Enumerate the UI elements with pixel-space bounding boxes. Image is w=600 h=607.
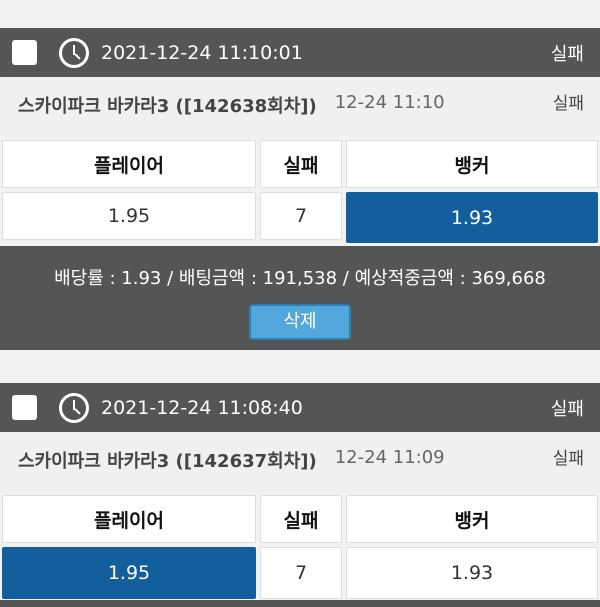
- delete-button[interactable]: 삭제: [249, 304, 351, 340]
- header-tie: 실패: [260, 140, 342, 188]
- odds-row: 1.95 7 1.93: [0, 192, 600, 243]
- bet-datetime: 2021-12-24 11:10:01: [101, 41, 303, 64]
- odds-tie[interactable]: 7: [260, 192, 342, 240]
- odds-header-row: 플레이어 실패 뱅커: [0, 495, 600, 543]
- bottom-bar: [0, 600, 600, 607]
- select-checkbox[interactable]: [12, 40, 37, 65]
- bet-summary: 배당률 : 1.93 / 배팅금액 : 191,538 / 예상적중금액 : 3…: [0, 246, 600, 350]
- bet-card: 2021-12-24 11:10:01 실패 스카이파크 바카라3 ([1426…: [0, 28, 600, 350]
- header-banker: 뱅커: [346, 495, 598, 543]
- header-banker: 뱅커: [346, 140, 598, 188]
- odds-header-row: 플레이어 실패 뱅커: [0, 140, 600, 188]
- bet-datetime: 2021-12-24 11:08:40: [101, 396, 303, 419]
- odds-player-selected[interactable]: 1.95: [2, 547, 256, 599]
- bet-status: 실패: [550, 43, 584, 65]
- game-name: 스카이파크 바카라3 ([142637회차]): [18, 451, 317, 472]
- game-time: 12-24 11:09: [334, 447, 445, 468]
- header-player: 플레이어: [2, 140, 256, 188]
- clock-icon: [59, 392, 89, 423]
- odds-banker[interactable]: 1.93: [346, 547, 598, 599]
- game-time: 12-24 11:10: [334, 92, 445, 113]
- odds-banker-selected[interactable]: 1.93: [346, 192, 598, 243]
- header-tie: 실패: [260, 495, 342, 543]
- bet-header: 2021-12-24 11:08:40 실패: [0, 383, 600, 432]
- odds-row: 1.95 7 1.93: [0, 547, 600, 599]
- summary-text: 배당률 : 1.93 / 배팅금액 : 191,538 / 예상적중금액 : 3…: [54, 268, 546, 289]
- game-info: 스카이파크 바카라3 ([142637회차]) 12-24 11:09 실패: [0, 432, 600, 493]
- game-name: 스카이파크 바카라3 ([142638회차]): [18, 96, 317, 117]
- bet-card: 2021-12-24 11:08:40 실패 스카이파크 바카라3 ([1426…: [0, 383, 600, 599]
- header-player: 플레이어: [2, 495, 256, 543]
- game-info: 스카이파크 바카라3 ([142638회차]) 12-24 11:10 실패: [0, 77, 600, 138]
- bet-status: 실패: [550, 398, 584, 420]
- result-status: 실패: [552, 449, 584, 469]
- result-status: 실패: [552, 94, 584, 114]
- clock-icon: [59, 37, 89, 68]
- odds-player[interactable]: 1.95: [2, 192, 256, 240]
- bet-header: 2021-12-24 11:10:01 실패: [0, 28, 600, 77]
- select-checkbox[interactable]: [12, 395, 37, 420]
- odds-tie[interactable]: 7: [260, 547, 342, 599]
